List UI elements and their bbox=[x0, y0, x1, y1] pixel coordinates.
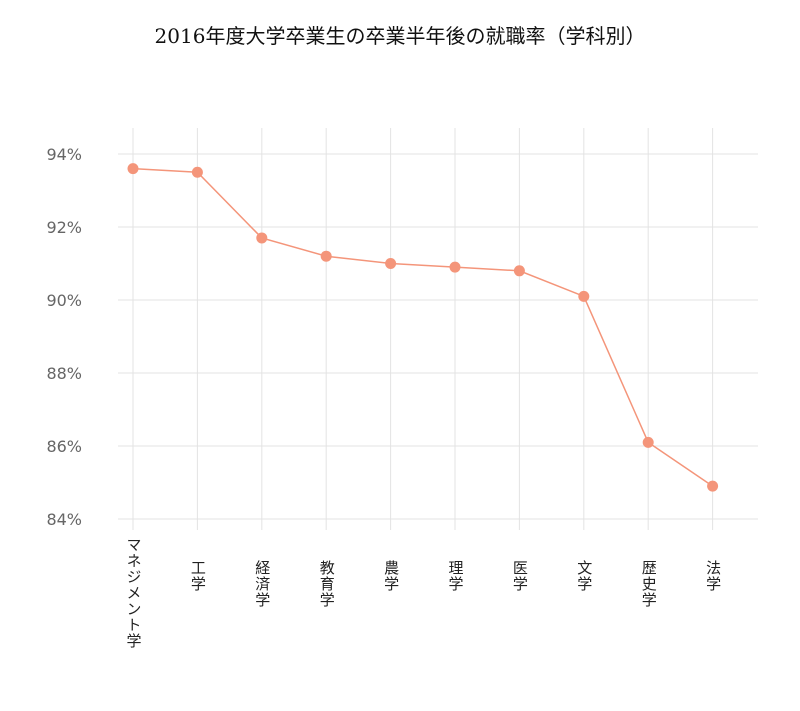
y-tick-label: 84% bbox=[46, 510, 82, 529]
x-tick-label: 文学 bbox=[575, 560, 594, 592]
data-point bbox=[578, 290, 590, 302]
data-point bbox=[449, 261, 461, 273]
x-tick-label: 教育学 bbox=[317, 560, 336, 608]
x-tick-label: 経済学 bbox=[253, 560, 272, 608]
chart-title: 2016年度大学卒業生の卒業半年後の就職率（学科別） bbox=[154, 24, 646, 48]
data-point bbox=[385, 258, 397, 269]
x-tick-label: 法学 bbox=[704, 560, 723, 592]
y-tick-label: 86% bbox=[46, 437, 82, 456]
x-tick-label: 医学 bbox=[510, 560, 529, 592]
data-point bbox=[320, 250, 332, 262]
y-tick-label: 90% bbox=[46, 291, 82, 310]
x-tick-label: 工学 bbox=[188, 560, 207, 592]
x-tick-label: 歴史学 bbox=[639, 560, 658, 608]
data-point bbox=[642, 436, 654, 448]
series-line bbox=[132, 167, 714, 487]
y-tick-label: 88% bbox=[46, 364, 82, 383]
data-point bbox=[256, 232, 268, 244]
x-tick-label: 農学 bbox=[382, 560, 401, 592]
data-point bbox=[513, 265, 525, 277]
data-point bbox=[707, 480, 719, 492]
x-tick-label: マネジメント学 bbox=[124, 537, 143, 649]
y-tick-label: 94% bbox=[46, 145, 82, 164]
data-point bbox=[191, 166, 203, 178]
data-point bbox=[127, 163, 139, 175]
y-tick-label: 92% bbox=[46, 218, 82, 237]
x-tick-label: 理学 bbox=[446, 560, 465, 592]
